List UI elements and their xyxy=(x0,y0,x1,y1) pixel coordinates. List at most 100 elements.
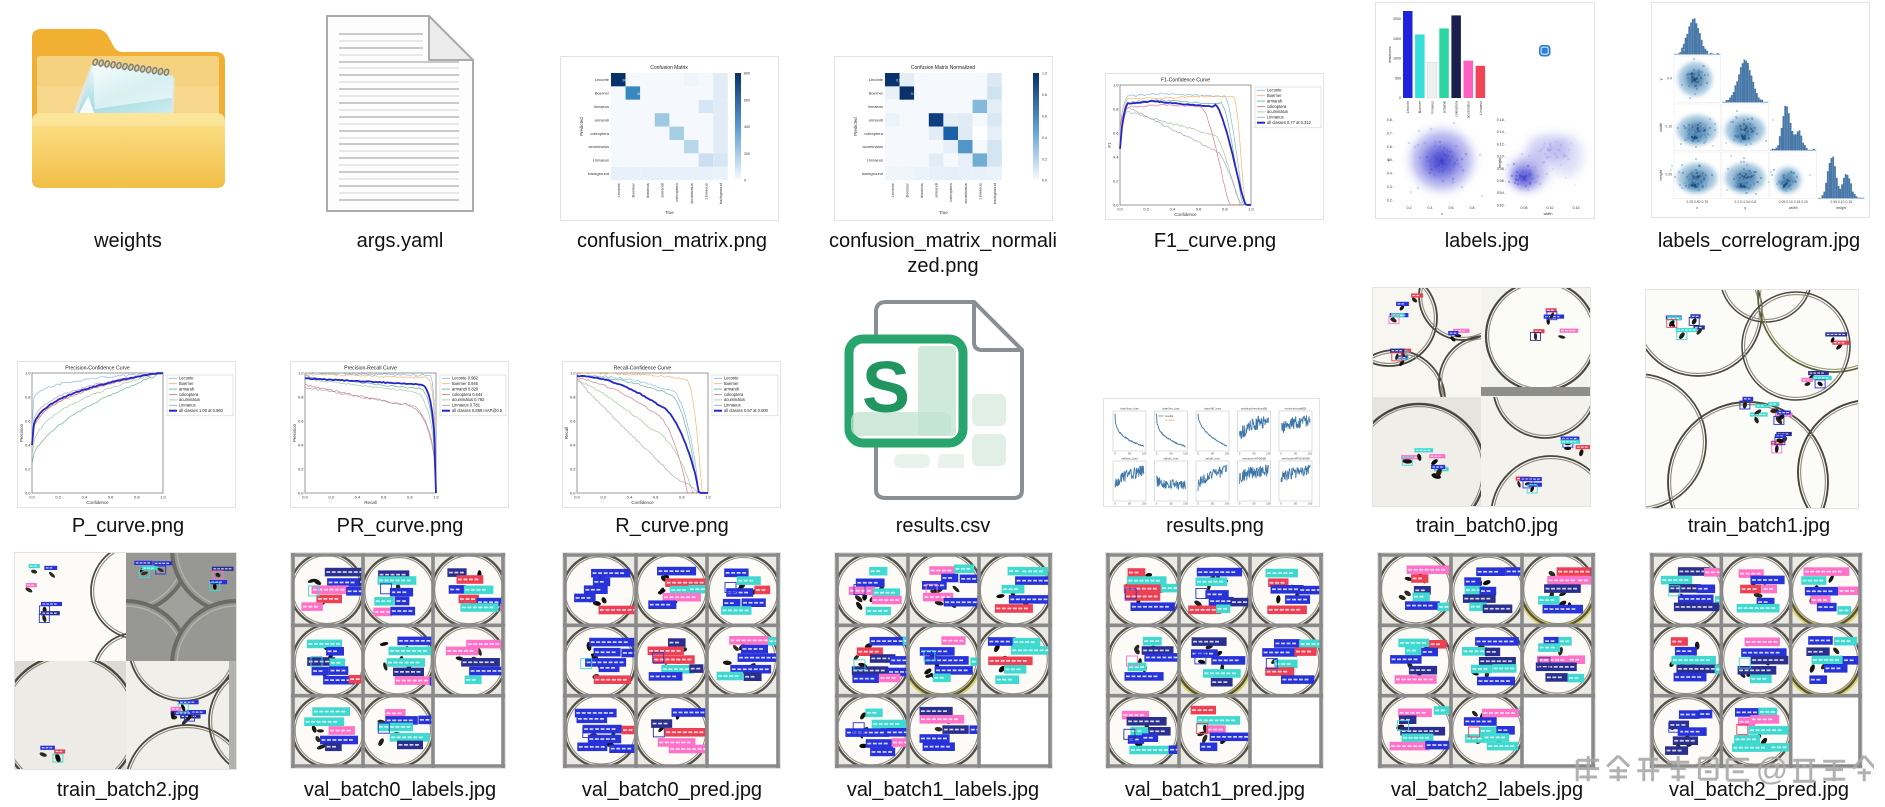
svg-text:0.95: 0.95 xyxy=(911,92,918,96)
svg-text:1.0: 1.0 xyxy=(1113,83,1119,88)
svg-text:0.8: 0.8 xyxy=(570,395,576,400)
svg-text:coleoptera: coleoptera xyxy=(864,131,883,136)
svg-text:1.0: 1.0 xyxy=(160,495,166,500)
svg-text:x: x xyxy=(1441,212,1443,216)
svg-text:0.12 -: 0.12 - xyxy=(1497,142,1507,146)
svg-text:F1-Confidence Curve: F1-Confidence Curve xyxy=(1161,78,1210,84)
svg-text:width: width xyxy=(1659,123,1663,132)
svg-text:100: 100 xyxy=(1142,502,1147,506)
svg-text:0.4: 0.4 xyxy=(1170,207,1176,212)
svg-text:0.4: 0.4 xyxy=(1042,136,1047,140)
svg-text:Precision: Precision xyxy=(19,423,24,442)
svg-text:Confidence: Confidence xyxy=(1174,212,1197,217)
svg-text:100: 100 xyxy=(1266,502,1271,506)
svg-text:0.2 -: 0.2 - xyxy=(1387,198,1395,202)
svg-text:Boerner: Boerner xyxy=(630,183,635,198)
svg-text:acuminatus: acuminatus xyxy=(863,144,883,149)
svg-text:0.0: 0.0 xyxy=(29,495,35,500)
svg-text:Leconte: Leconte xyxy=(179,376,194,381)
svg-text:0.0: 0.0 xyxy=(298,491,304,496)
svg-text:linnaeus: linnaeus xyxy=(1430,101,1434,114)
svg-text:coleoptera: coleoptera xyxy=(179,392,199,397)
svg-text:2000: 2000 xyxy=(1393,17,1401,21)
svg-text:Linnaeus: Linnaeus xyxy=(724,403,741,408)
svg-text:x: x xyxy=(1696,206,1698,210)
svg-text:True: True xyxy=(939,210,948,215)
svg-text:0.06 -: 0.06 - xyxy=(1497,179,1507,183)
svg-text:1500: 1500 xyxy=(1393,37,1401,41)
svg-text:0: 0 xyxy=(1197,452,1199,456)
svg-text:400: 400 xyxy=(744,125,750,129)
svg-text:instances: instances xyxy=(1388,46,1392,62)
svg-text:coleoptera: coleoptera xyxy=(724,392,744,397)
svg-text:0.04 -: 0.04 - xyxy=(1497,191,1507,195)
svg-text:0.8: 0.8 xyxy=(25,395,31,400)
svg-text:Leconte: Leconte xyxy=(724,376,739,381)
svg-text:Linnaeus: Linnaeus xyxy=(179,403,196,408)
svg-text:Confusion Matrix: Confusion Matrix xyxy=(650,65,688,71)
svg-text:50: 50 xyxy=(1294,502,1298,506)
svg-text:Confidence: Confidence xyxy=(631,500,654,505)
svg-text:True: True xyxy=(665,210,674,215)
svg-text:467: 467 xyxy=(637,92,643,96)
svg-text:val/dfl_loss: val/dfl_loss xyxy=(1205,457,1220,461)
svg-text:1000: 1000 xyxy=(1393,57,1401,61)
svg-text:y: y xyxy=(1388,158,1390,162)
svg-text:0.4: 0.4 xyxy=(298,443,304,448)
svg-text:Leconte: Leconte xyxy=(1267,88,1282,93)
svg-text:0.8: 0.8 xyxy=(407,495,413,500)
svg-text:linnaeus: linnaeus xyxy=(594,104,609,109)
svg-text:0.0: 0.0 xyxy=(1117,207,1123,212)
svg-text:0.4: 0.4 xyxy=(25,443,31,448)
svg-text:0: 0 xyxy=(1114,452,1116,456)
svg-text:Boerner: Boerner xyxy=(1267,93,1282,98)
svg-text:0.4: 0.4 xyxy=(1667,76,1672,80)
svg-text:1.0: 1.0 xyxy=(25,371,31,376)
svg-text:100: 100 xyxy=(1308,452,1313,456)
svg-text:Leconte: Leconte xyxy=(890,182,895,197)
svg-text:acuminatus: acuminatus xyxy=(589,144,609,149)
svg-text:50: 50 xyxy=(1211,502,1215,506)
svg-text:background: background xyxy=(718,183,723,204)
svg-text:Leconte: Leconte xyxy=(595,77,610,82)
svg-text:50: 50 xyxy=(1169,452,1173,456)
svg-text:linnaeus: linnaeus xyxy=(868,104,883,109)
svg-text:Recall: Recall xyxy=(364,500,376,505)
svg-text:50: 50 xyxy=(1252,452,1256,456)
svg-text:0: 0 xyxy=(1156,452,1158,456)
svg-text:height: height xyxy=(1659,169,1663,180)
svg-text:0.6: 0.6 xyxy=(1449,206,1454,210)
svg-text:all classes 1.00 at 0.960: all classes 1.00 at 0.960 xyxy=(179,408,224,413)
svg-text:0.8: 0.8 xyxy=(298,395,304,400)
svg-text:Precision-Recall Curve: Precision-Recall Curve xyxy=(344,366,397,372)
svg-text:@: @ xyxy=(1756,752,1788,786)
svg-text:linnaeus: linnaeus xyxy=(919,183,924,198)
svg-text:0.6: 0.6 xyxy=(1042,114,1047,118)
svg-text:Linnaeus: Linnaeus xyxy=(593,158,609,163)
svg-text:0.15: 0.15 xyxy=(1573,206,1580,210)
svg-text:height: height xyxy=(1498,157,1502,168)
svg-text:0.14 -: 0.14 - xyxy=(1497,130,1507,134)
svg-text:0.05 0.10 0.15 0.20: 0.05 0.10 0.15 0.20 xyxy=(1779,200,1808,204)
svg-text:0.5 -: 0.5 - xyxy=(1387,158,1395,162)
svg-text:0.16 -: 0.16 - xyxy=(1497,118,1507,122)
svg-text:0: 0 xyxy=(1280,452,1282,456)
svg-text:1.0: 1.0 xyxy=(1248,207,1254,212)
svg-text:0: 0 xyxy=(1197,502,1199,506)
svg-text:600: 600 xyxy=(744,98,750,102)
svg-text:train/dfl_loss: train/dfl_loss xyxy=(1204,407,1221,411)
svg-text:0.8: 0.8 xyxy=(1470,206,1475,210)
svg-text:0.2: 0.2 xyxy=(1143,207,1149,212)
svg-text:0.4: 0.4 xyxy=(355,495,361,500)
svg-text:Boerner 0.946: Boerner 0.946 xyxy=(452,381,479,386)
svg-text:metrics/recall(B): metrics/recall(B) xyxy=(1285,407,1307,411)
svg-text:Leconte: Leconte xyxy=(1406,101,1410,113)
svg-text:Boerner: Boerner xyxy=(869,91,884,96)
svg-text:coleoptera: coleoptera xyxy=(1267,104,1287,109)
svg-text:Recall: Recall xyxy=(564,427,569,439)
svg-text:smooth: smooth xyxy=(1165,418,1175,422)
svg-text:0.8: 0.8 xyxy=(1042,93,1047,97)
svg-text:50: 50 xyxy=(1252,502,1256,506)
svg-text:acuminatus: acuminatus xyxy=(1467,101,1471,119)
svg-text:results: results xyxy=(1165,414,1174,418)
